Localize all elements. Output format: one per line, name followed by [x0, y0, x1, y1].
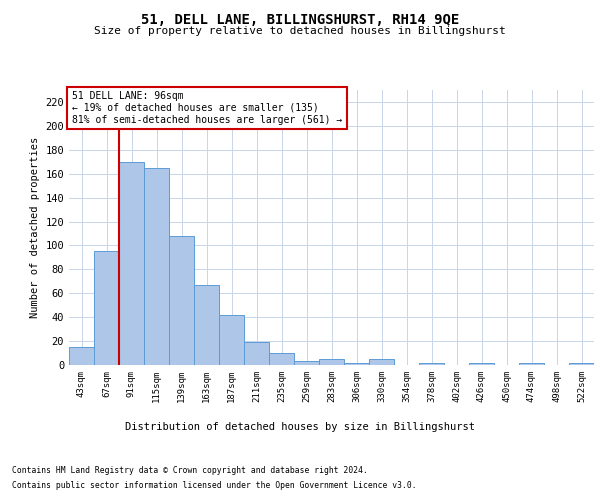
Bar	[169, 236, 194, 365]
Bar	[69, 347, 94, 365]
Text: 51, DELL LANE, BILLINGSHURST, RH14 9QE: 51, DELL LANE, BILLINGSHURST, RH14 9QE	[141, 12, 459, 26]
Text: Distribution of detached houses by size in Billingshurst: Distribution of detached houses by size …	[125, 422, 475, 432]
Bar	[419, 362, 444, 365]
Bar	[369, 359, 394, 365]
Bar	[244, 342, 269, 365]
Text: 51 DELL LANE: 96sqm
← 19% of detached houses are smaller (135)
81% of semi-detac: 51 DELL LANE: 96sqm ← 19% of detached ho…	[71, 92, 342, 124]
Bar	[94, 252, 119, 365]
Bar	[569, 362, 594, 365]
Bar	[344, 362, 369, 365]
Y-axis label: Number of detached properties: Number of detached properties	[30, 137, 40, 318]
Bar	[294, 362, 319, 365]
Bar	[469, 362, 494, 365]
Bar	[519, 362, 544, 365]
Text: Size of property relative to detached houses in Billingshurst: Size of property relative to detached ho…	[94, 26, 506, 36]
Bar	[144, 168, 169, 365]
Bar	[269, 353, 294, 365]
Bar	[319, 359, 344, 365]
Bar	[219, 315, 244, 365]
Text: Contains public sector information licensed under the Open Government Licence v3: Contains public sector information licen…	[12, 481, 416, 490]
Bar	[194, 285, 219, 365]
Bar	[119, 162, 144, 365]
Text: Contains HM Land Registry data © Crown copyright and database right 2024.: Contains HM Land Registry data © Crown c…	[12, 466, 368, 475]
